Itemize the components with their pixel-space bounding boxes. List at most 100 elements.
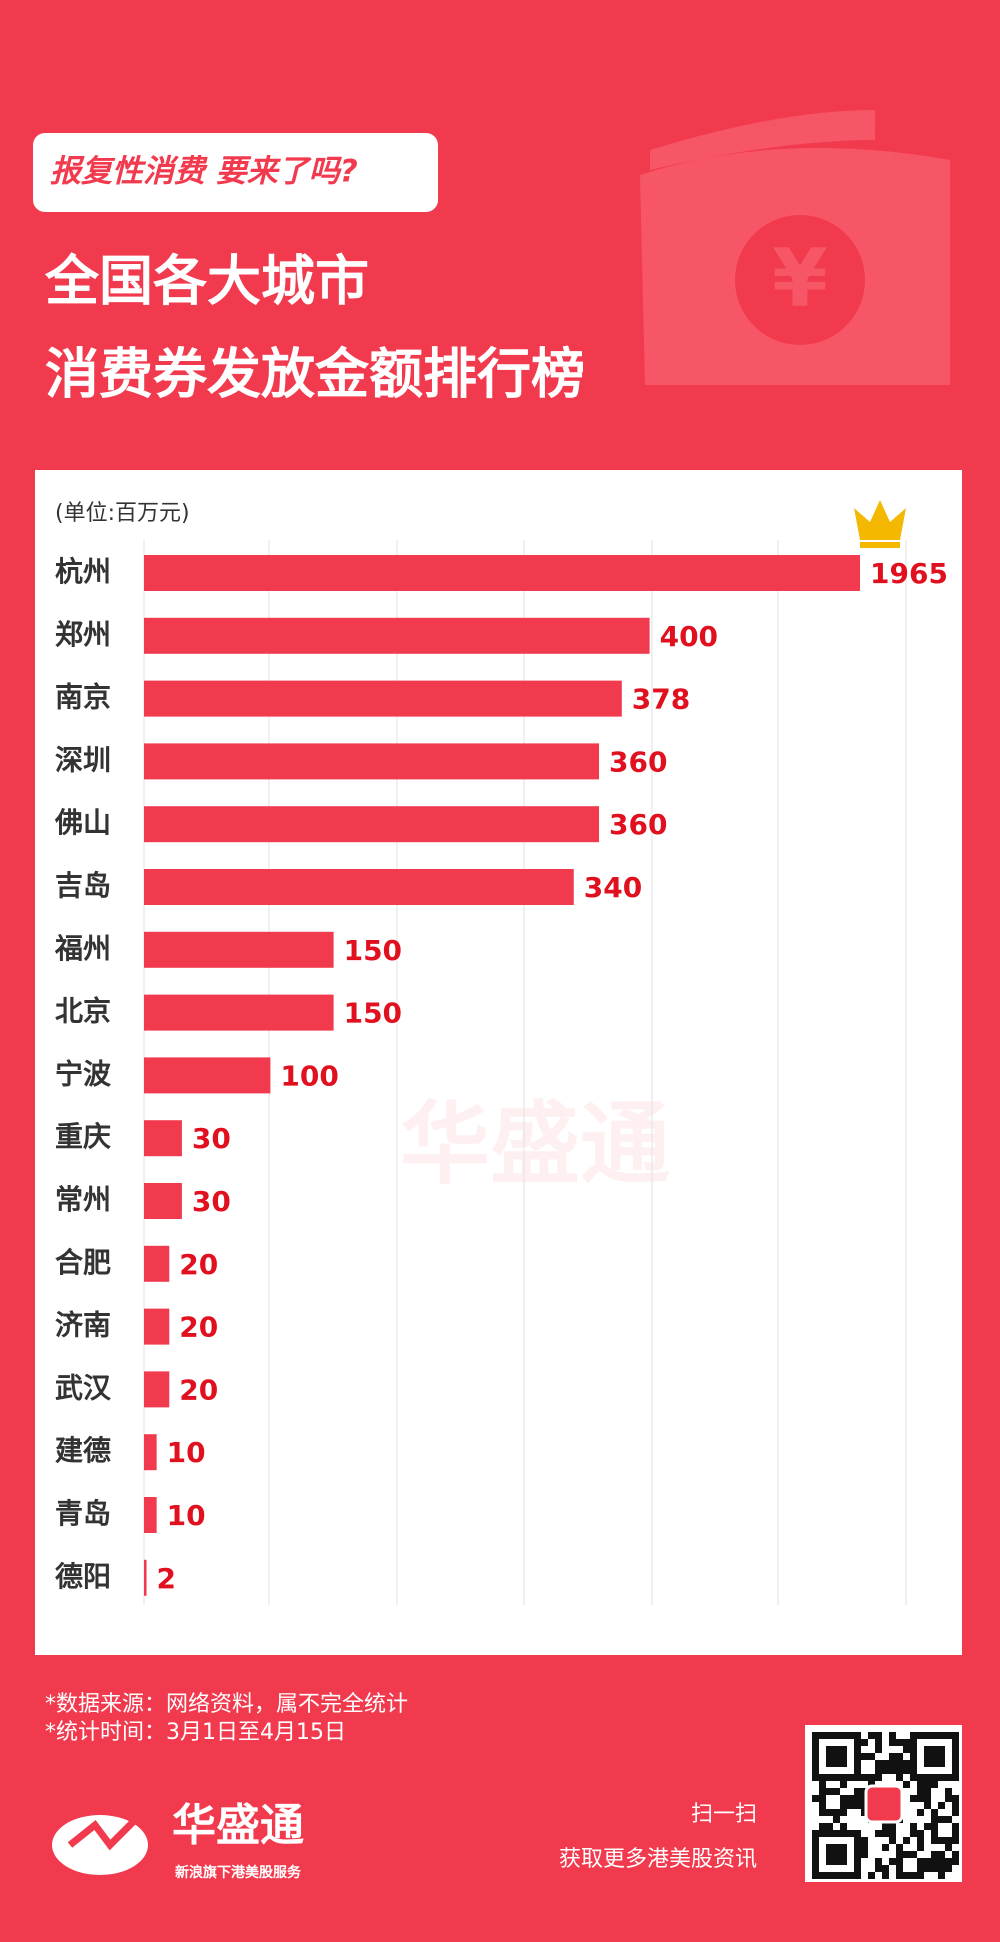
qr-cell [882,1830,889,1837]
qr-cell [924,1858,931,1865]
title-line: 全国各大城市 [44,250,369,313]
qr-cell [910,1739,917,1746]
qr-cell [840,1753,847,1760]
qr-cell [903,1851,910,1858]
qr-cell [847,1774,854,1781]
bar [144,680,622,717]
value-label: 1965 [870,557,948,590]
qr-cell [854,1746,861,1753]
value-label: 340 [584,871,642,904]
qr-cell [938,1746,945,1753]
qr-cell [938,1851,945,1858]
value-label: 20 [179,1311,218,1344]
qr-cell [931,1858,938,1865]
bar [144,994,334,1031]
qr-cell [854,1767,861,1774]
bar [144,1371,170,1408]
qr-cell [889,1753,896,1760]
qr-cell [868,1753,875,1760]
bar [144,869,574,905]
value-label: 378 [632,683,690,716]
qr-cell [812,1746,819,1753]
qr-cell [812,1830,819,1837]
qr-cell [840,1830,847,1837]
category-label: 杭州 [55,555,111,588]
qr-cell [826,1872,833,1879]
qr-cell [938,1760,945,1767]
qr-cell [889,1830,896,1837]
qr-cell [931,1781,938,1788]
qr-cell [854,1837,861,1844]
qr-cell [875,1732,882,1739]
qr-cell [854,1802,861,1809]
qr-cell [840,1760,847,1767]
qr-cell [910,1746,917,1753]
qr-cell [840,1746,847,1753]
qr-cell [931,1760,938,1767]
qr-cell [938,1837,945,1844]
qr-cell [931,1753,938,1760]
bar [144,1559,147,1596]
category-label: 建德 [55,1434,111,1467]
logo-name: 华盛通 [172,1800,304,1851]
qr-cell [833,1746,840,1753]
qr-cell [868,1781,875,1788]
qr-cell [952,1837,959,1844]
qr-cell [875,1739,882,1746]
qr-cell [952,1809,959,1816]
logo-slogan: 新浪旗下港美股服务 [175,1864,302,1881]
qr-cell [833,1858,840,1865]
crown [854,500,906,548]
value-label: 30 [192,1185,231,1218]
qr-cell [938,1802,945,1809]
qr-cell [833,1872,840,1879]
qr-cell [952,1760,959,1767]
qr-cell [938,1858,945,1865]
qr-cell [833,1788,840,1795]
qr-cell [952,1802,959,1809]
qr-cell [819,1872,826,1879]
qr-cell [903,1837,910,1844]
qr-cell [910,1753,917,1760]
qr-logo [864,1784,904,1824]
qr-cell [826,1732,833,1739]
qr-cell [868,1774,875,1781]
qr-cell [931,1837,938,1844]
qr-cell [875,1774,882,1781]
qr-cell [819,1823,826,1830]
category-label: 北京 [55,995,111,1028]
qr-cell [896,1865,903,1872]
qr-cell [840,1732,847,1739]
qr-cell [903,1767,910,1774]
qr-cell [833,1809,840,1816]
qr-cell [854,1851,861,1858]
qr-cell [917,1844,924,1851]
qr-cell [931,1774,938,1781]
title-line: 消费券发放金额排行榜 [45,343,585,406]
qr-cell [833,1753,840,1760]
qr-cell [854,1788,861,1795]
qr-cell [861,1788,868,1795]
bar [144,1434,157,1471]
category-label: 深圳 [55,743,111,776]
qr-cell [889,1823,896,1830]
value-label: 150 [344,934,402,967]
category-label: 德阳 [55,1560,111,1593]
value-label: 400 [660,620,718,653]
qr-cell [931,1865,938,1872]
logo-icon [52,1815,148,1875]
qr-cell [896,1872,903,1879]
qr-cell [833,1816,840,1823]
qr-cell [819,1830,826,1837]
qr-cell [917,1809,924,1816]
bar [144,1120,182,1157]
category-label: 合肥 [55,1246,111,1279]
qr-cell [903,1872,910,1879]
qr-cell [840,1872,847,1879]
qr-cell [819,1732,826,1739]
qr-cell [882,1865,889,1872]
qr-cell [854,1872,861,1879]
qr-cell [917,1830,924,1837]
qr-cell [924,1788,931,1795]
